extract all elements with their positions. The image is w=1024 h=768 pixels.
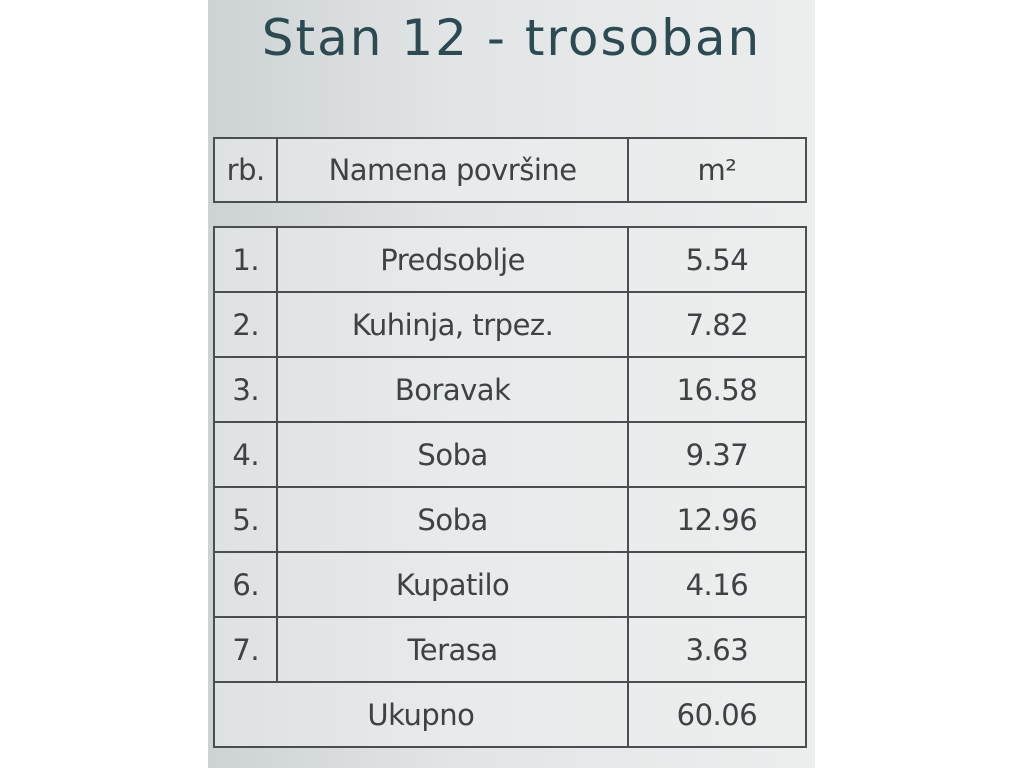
header-row: rb. Namena površine m² [212, 137, 808, 203]
row-number: 3. [212, 356, 279, 423]
table-row: 3. Boravak 16.58 [212, 356, 808, 423]
room-name: Kuhinja, trpez. [276, 291, 629, 358]
area-value: 9.37 [626, 421, 808, 488]
row-number: 4. [212, 421, 279, 488]
area-value: 16.58 [626, 356, 808, 423]
area-value: 4.16 [626, 551, 808, 618]
row-number: 2. [212, 291, 279, 358]
room-name: Boravak [276, 356, 629, 423]
area-value: 7.82 [626, 291, 808, 358]
row-number: 1. [212, 226, 279, 293]
room-name: Predsoblje [276, 226, 629, 293]
table-row: 6. Kupatilo 4.16 [212, 551, 808, 618]
header-cell: m² [626, 137, 808, 203]
room-name: Terasa [276, 616, 629, 683]
table-body: 1. Predsoblje 5.54 2. Kuhinja, trpez. 7.82 3. B… [212, 226, 808, 748]
header-cell: rb. [212, 137, 279, 203]
row-number: 6. [212, 551, 279, 618]
room-name: Soba [276, 421, 629, 488]
header-table: rb. Namena površine m² [212, 137, 808, 203]
room-name: Soba [276, 486, 629, 553]
area-value: 3.63 [626, 616, 808, 683]
area-table: 1. Predsoblje 5.54 2. Kuhinja, trpez. 7.82 3. B… [212, 226, 808, 748]
table-row: 2. Kuhinja, trpez. 7.82 [212, 291, 808, 358]
area-value: 5.54 [626, 226, 808, 293]
area-value: 12.96 [626, 486, 808, 553]
table-row: 4. Soba 9.37 [212, 421, 808, 488]
table-row: 1. Predsoblje 5.54 [212, 226, 808, 293]
total-row: Ukupno 60.06 [213, 681, 808, 748]
table-row: 7. Terasa 3.63 [212, 616, 808, 683]
title: Stan 12 - trosoban [261, 9, 762, 67]
header-cell: Namena površine [276, 137, 629, 203]
row-number: 5. [212, 486, 279, 553]
total-value: 60.06 [626, 681, 808, 748]
room-name: Kupatilo [276, 551, 629, 618]
table-row: 5. Soba 12.96 [212, 486, 808, 553]
row-number: 7. [212, 616, 279, 683]
total-label: Ukupno [213, 681, 629, 748]
panel: Stan 12 - trosoban rb. Namena površine m… [208, 0, 815, 768]
